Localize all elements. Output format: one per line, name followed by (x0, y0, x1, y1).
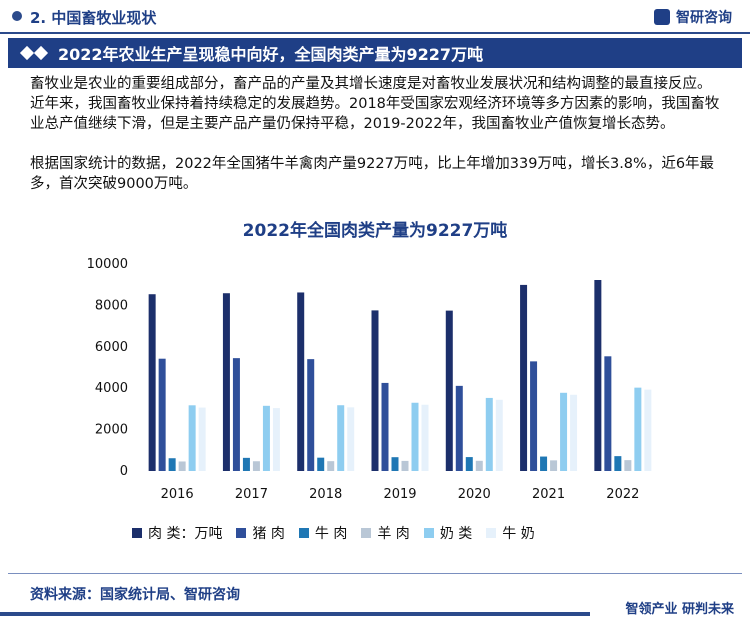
bullet-dot (12, 11, 22, 21)
bar (391, 457, 399, 471)
x-tick-label: 2018 (309, 487, 342, 502)
legend-label: 牛 肉 (314, 526, 348, 542)
bar (560, 392, 568, 471)
legend-item: 牛 奶 (486, 523, 535, 543)
bar (327, 461, 335, 471)
x-tick-label: 2020 (458, 487, 491, 502)
data-source: 资料来源：国家统计局、智研咨询 (30, 587, 240, 603)
bar (371, 310, 379, 471)
section-label: 2. 中国畜牧业现状 (30, 9, 157, 27)
legend-item: 肉 类：万吨 (132, 523, 222, 543)
y-tick-label: 2000 (95, 423, 128, 438)
bar (262, 405, 270, 471)
y-tick-label: 10000 (87, 257, 128, 272)
x-tick-label: 2016 (161, 487, 194, 502)
bar (624, 460, 632, 471)
bar (475, 460, 483, 471)
legend-item: 猪 肉 (236, 523, 285, 543)
bar (297, 292, 305, 471)
x-tick-label: 2019 (383, 487, 416, 502)
bar (317, 457, 325, 471)
bar (337, 405, 345, 471)
bar (242, 457, 250, 471)
y-tick-label: 4000 (95, 381, 128, 396)
legend-swatch (361, 528, 372, 538)
bar (347, 407, 355, 471)
legend-item: 牛 肉 (298, 523, 348, 543)
x-tick-label: 2021 (532, 487, 565, 502)
bar (604, 356, 612, 471)
banner-title: 2022年农业生产呈现稳中向好，全国肉类产量为9227万吨 (58, 45, 484, 64)
paragraph-1: 畜牧业是农业的重要组成部分，畜产品的产量及其增长速度是对畜牧业发展状况和结构调整… (30, 76, 720, 132)
y-tick-label: 0 (120, 464, 128, 479)
bar (252, 461, 260, 471)
chart-title: 2022年全国肉类产量为9227万吨 (242, 221, 508, 241)
bar (644, 389, 652, 471)
bar (401, 460, 409, 471)
y-tick-label: 6000 (95, 340, 128, 355)
bar (411, 402, 419, 471)
bar (222, 293, 230, 471)
paragraph-2: 根据国家统计的数据，2022年全国猪牛羊禽肉产量9227万吨，比上年增加339万… (30, 156, 715, 192)
page-header: 2. 中国畜牧业现状 智研咨询 (0, 0, 750, 34)
bar (381, 382, 389, 471)
bar (550, 460, 558, 471)
title-banner: 2022年农业生产呈现稳中向好，全国肉类产量为9227万吨 (8, 38, 742, 68)
bar (188, 405, 196, 471)
x-tick-label: 2022 (606, 487, 639, 502)
bar (634, 387, 642, 471)
footer-bar (0, 612, 590, 616)
bar (485, 397, 493, 471)
legend-label: 肉 类：万吨 (148, 526, 223, 542)
legend-swatch (486, 528, 497, 538)
legend-item: 奶 类 (423, 523, 473, 543)
legend-label: 奶 类 (439, 526, 473, 542)
bar (594, 280, 602, 471)
bar (158, 358, 166, 471)
bar (465, 457, 473, 471)
bar (614, 456, 622, 471)
bar (232, 358, 240, 471)
legend-swatch (423, 528, 434, 538)
legend-item: 羊 肉 (361, 523, 410, 543)
bar (272, 408, 280, 471)
bar (455, 385, 463, 471)
footer-logo: 智领产业 研判未来 (625, 602, 734, 617)
bar (540, 456, 548, 471)
chart-legend: 肉 类：万吨 猪 肉 牛 肉 羊 肉 奶 类 牛 奶 (132, 523, 692, 543)
brand-logo: 智研咨询 (654, 7, 732, 27)
y-tick-label: 8000 (95, 298, 128, 313)
bar (148, 294, 156, 471)
bar (530, 361, 538, 471)
legend-swatch (236, 528, 247, 538)
x-tick-label: 2017 (235, 487, 268, 502)
footer-divider (8, 573, 742, 574)
bar (421, 404, 429, 471)
bar (495, 399, 503, 471)
legend-swatch (298, 528, 309, 538)
bar (307, 359, 315, 471)
brand-name: 智研咨询 (676, 10, 732, 26)
legend-label: 羊 肉 (377, 526, 410, 542)
bar (445, 310, 453, 471)
legend-swatch (132, 528, 142, 538)
bar (178, 461, 186, 471)
legend-label: 牛 奶 (502, 526, 535, 542)
bar (520, 284, 528, 471)
brand-logo-icon (654, 9, 670, 25)
legend-label: 猪 肉 (252, 526, 285, 542)
bar (168, 458, 176, 471)
bar (570, 394, 578, 471)
bar (198, 407, 206, 471)
